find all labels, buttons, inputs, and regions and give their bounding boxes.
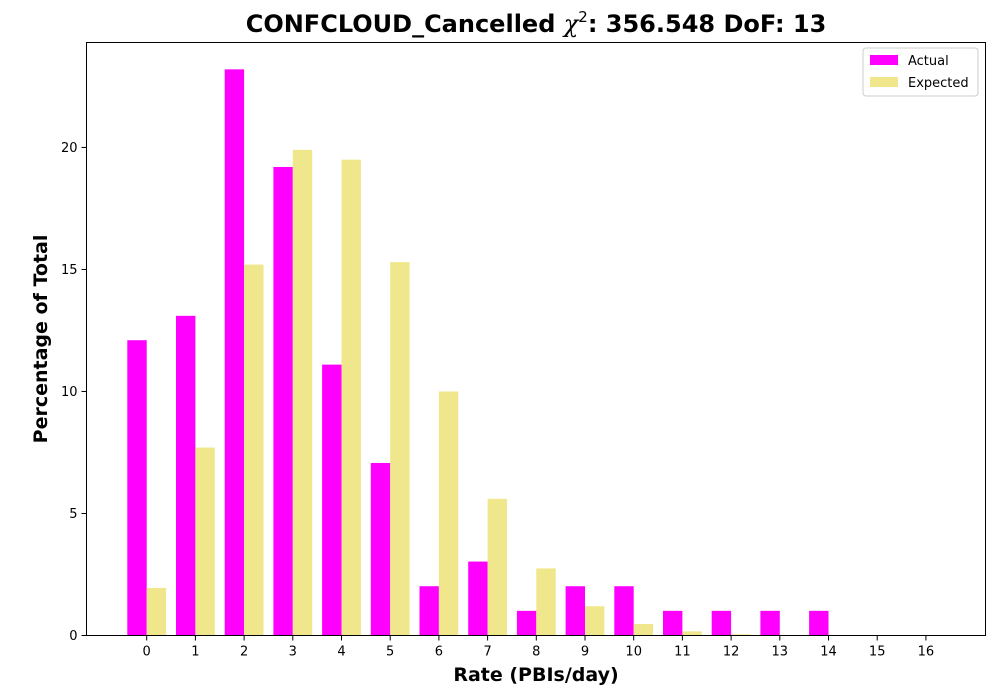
legend-label-actual: Actual	[908, 54, 949, 69]
y-tick-label: 20	[61, 141, 78, 156]
bar-actual-4	[322, 364, 342, 636]
bar-expected-5	[390, 262, 410, 636]
x-tick-label: 11	[674, 645, 691, 660]
y-axis-ticks: 0 5 10 15 20	[61, 141, 87, 644]
x-tick-label: 2	[240, 645, 248, 660]
x-tick-label: 6	[435, 645, 443, 660]
bars-layer	[127, 69, 829, 636]
bar-actual-14	[809, 610, 829, 636]
bar-actual-0	[127, 340, 147, 636]
x-tick-label: 15	[869, 645, 886, 660]
bar-expected-7	[487, 498, 507, 636]
chart-title: CONFCLOUD_Cancelled χ2: 356.548 DoF: 13	[246, 8, 827, 38]
bar-actual-7	[468, 561, 488, 636]
x-tick-label: 14	[820, 645, 837, 660]
x-tick-label: 13	[772, 645, 789, 660]
x-tick-label: 0	[143, 645, 151, 660]
bar-expected-3	[292, 149, 313, 636]
bar-actual-12	[711, 610, 732, 636]
bar-actual-2	[224, 69, 245, 636]
plot-frame	[86, 42, 986, 636]
x-axis-label: Rate (PBIs/day)	[453, 664, 618, 686]
y-tick-label: 5	[69, 507, 77, 522]
chart-title-chi: χ	[562, 10, 580, 38]
bar-actual-6	[419, 586, 439, 636]
bar-expected-11	[682, 631, 702, 636]
bar-actual-10	[614, 586, 634, 636]
bar-actual-11	[663, 610, 683, 636]
x-axis-ticks: 0 1 2 3 4 5 6 7 8 9 10 11 12 13 14 15 16	[143, 635, 935, 660]
x-tick-label: 12	[723, 645, 740, 660]
bar-actual-13	[760, 610, 780, 636]
x-tick-label: 3	[289, 645, 297, 660]
x-tick-label: 4	[337, 645, 345, 660]
x-tick-label: 7	[483, 645, 491, 660]
bar-expected-1	[195, 447, 215, 636]
chart-title-suffix: : 356.548 DoF: 13	[588, 10, 826, 38]
bar-expected-0	[146, 587, 167, 636]
bar-actual-9	[565, 586, 585, 636]
bar-actual-3	[273, 166, 293, 636]
bar-actual-1	[176, 315, 196, 636]
x-tick-label: 10	[625, 645, 642, 660]
legend-label-expected: Expected	[908, 76, 969, 91]
bar-expected-4	[341, 159, 361, 636]
bar-actual-8	[516, 610, 537, 636]
bar-expected-6	[438, 391, 459, 636]
y-tick-label: 15	[61, 263, 78, 278]
x-tick-label: 9	[581, 645, 589, 660]
x-tick-label: 5	[386, 645, 394, 660]
bar-expected-2	[244, 264, 264, 636]
x-tick-label: 1	[191, 645, 199, 660]
x-tick-label: 16	[918, 645, 935, 660]
chart-title-superscript: 2	[578, 8, 588, 26]
bar-actual-5	[370, 462, 391, 636]
bar-expected-10	[633, 624, 654, 636]
bar-expected-8	[536, 568, 556, 636]
bar-expected-12	[731, 634, 751, 636]
x-tick-label: 8	[532, 645, 540, 660]
bar-expected-9	[585, 606, 605, 636]
y-tick-label: 0	[69, 629, 77, 644]
y-tick-label: 10	[61, 385, 78, 400]
legend-swatch-expected	[870, 77, 898, 87]
chart-title-prefix: CONFCLOUD_Cancelled	[246, 10, 564, 38]
legend: Actual Expected	[862, 47, 979, 97]
y-axis-label: Percentage of Total	[30, 235, 52, 444]
legend-swatch-actual	[870, 55, 898, 65]
